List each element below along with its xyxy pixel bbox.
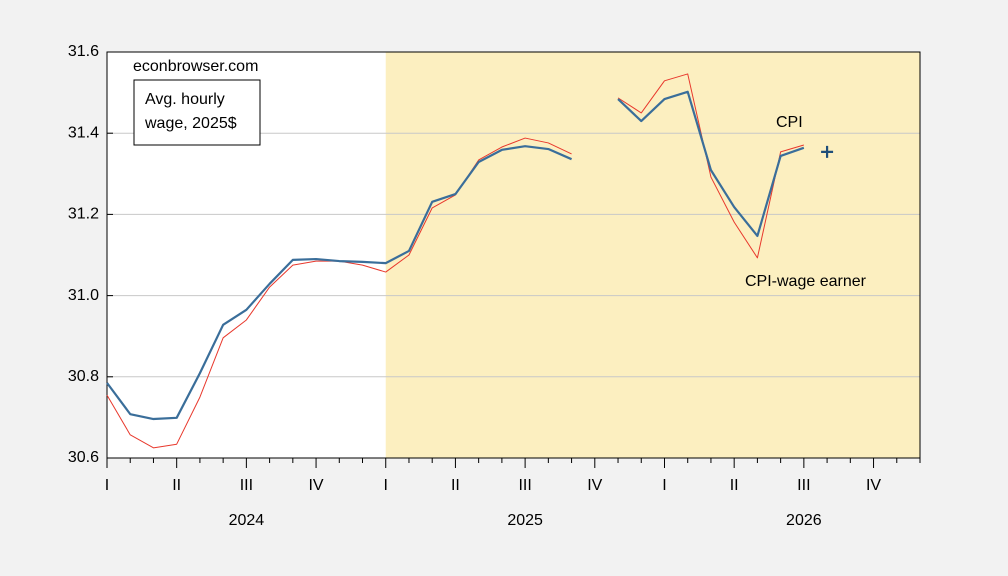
year-label: 2026 [786,512,822,529]
source-note: econbrowser.com [133,58,258,75]
x-tick-label: III [240,477,253,494]
series-label: CPI [776,114,803,131]
x-tick-label: IV [587,477,602,494]
legend-box [133,79,261,146]
year-label: 2025 [507,512,543,529]
series-label: CPI-wage earner [745,273,867,290]
legend-text: wage, 2025$ [144,115,237,132]
x-tick-label: III [797,477,810,494]
plus-marker [821,145,834,158]
series-line [106,90,805,421]
legend-text: Avg. hourly [145,91,225,108]
x-tick-label: IV [866,477,881,494]
x-tick-label: II [172,477,181,494]
year-label: 2024 [229,512,265,529]
y-tick-label: 31.4 [68,124,99,141]
shaded-region [385,52,920,458]
x-tick-label: II [451,477,460,494]
y-tick-label: 30.8 [68,368,99,385]
x-tick-label: II [730,477,739,494]
x-tick-label: I [662,477,666,494]
y-tick-label: 31.6 [68,43,99,60]
x-tick-label: I [384,477,388,494]
y-tick-label: 31.0 [68,287,99,304]
x-tick-label: IV [308,477,323,494]
y-tick-label: 30.6 [68,449,99,466]
plot-frame [106,51,921,459]
y-tick-label: 31.2 [68,206,99,223]
x-tick-label: III [518,477,531,494]
x-tick-label: I [105,477,109,494]
